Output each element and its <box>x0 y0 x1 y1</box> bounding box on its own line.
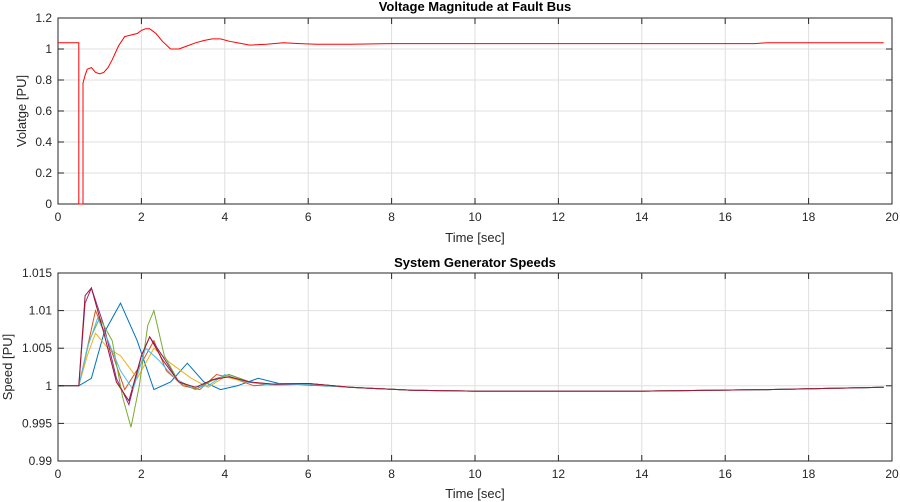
x-tick-label: 20 <box>885 210 899 224</box>
x-tick-label: 18 <box>802 210 816 224</box>
y-tick-label: 1.005 <box>22 341 52 355</box>
x-tick-label: 18 <box>802 467 816 481</box>
series-layer <box>58 28 884 205</box>
x-axis-label: Time [sec] <box>445 486 504 501</box>
x-tick-label: 10 <box>468 210 482 224</box>
x-tick-label: 10 <box>468 467 482 481</box>
chart-title: System Generator Speeds <box>394 255 556 270</box>
x-tick-label: 8 <box>388 467 395 481</box>
y-tick-label: 0.99 <box>29 454 53 468</box>
y-tick-label: 0.995 <box>22 416 52 430</box>
y-tick-label: 0 <box>45 197 52 211</box>
y-tick-label: 0.2 <box>35 166 52 180</box>
x-tick-label: 14 <box>635 210 649 224</box>
y-tick-label: 1.01 <box>29 304 53 318</box>
x-tick-label: 4 <box>221 467 228 481</box>
y-tick-label: 1 <box>45 379 52 393</box>
grid-lines <box>58 18 892 204</box>
y-tick-label: 0.8 <box>35 73 52 87</box>
x-tick-label: 14 <box>635 467 649 481</box>
series-layer <box>58 286 884 428</box>
x-tick-label: 12 <box>552 210 566 224</box>
chart-title: Voltage Magnitude at Fault Bus <box>379 0 572 14</box>
y-tick-label: 1.2 <box>35 11 52 25</box>
y-axis-label: Speed [PU] <box>0 334 15 401</box>
grid-lines <box>58 273 892 461</box>
x-tick-label: 8 <box>388 210 395 224</box>
y-tick-label: 1.015 <box>22 266 52 280</box>
x-tick-label: 2 <box>138 467 145 481</box>
x-tick-label: 4 <box>221 210 228 224</box>
y-tick-label: 0.4 <box>35 135 52 149</box>
y-axis-label: Volatge [PU] <box>14 75 29 147</box>
series-line-1 <box>58 28 884 205</box>
x-tick-label: 0 <box>55 467 62 481</box>
x-axis-label: Time [sec] <box>445 230 504 245</box>
x-tick-label: 20 <box>885 467 899 481</box>
tick-layer: 0 2 4 6 8 10 12 14 16 18 20 0 0.2 0.4 0.6 0.8 1 1.2 <box>35 11 899 224</box>
x-tick-label: 16 <box>719 467 733 481</box>
x-tick-label: 2 <box>138 210 145 224</box>
x-tick-label: 12 <box>552 467 566 481</box>
speed-chart: 0 2 4 6 8 10 12 14 16 18 20 0.99 0.995 1 1.005 1.01 1.01… <box>0 255 899 501</box>
series-line-7 <box>58 286 884 402</box>
x-tick-label: 0 <box>55 210 62 224</box>
x-tick-label: 16 <box>719 210 733 224</box>
x-tick-label: 6 <box>305 467 312 481</box>
x-tick-label: 6 <box>305 210 312 224</box>
y-tick-label: 1 <box>45 42 52 56</box>
y-tick-label: 0.6 <box>35 104 52 118</box>
voltage-chart: 0 2 4 6 8 10 12 14 16 18 20 0 0.2 0.4 0.6 0.8 1 1.2 Volta… <box>14 0 899 245</box>
tick-layer: 0 2 4 6 8 10 12 14 16 18 20 0.99 0.995 1 1.005 1.01 1.01… <box>22 266 899 481</box>
